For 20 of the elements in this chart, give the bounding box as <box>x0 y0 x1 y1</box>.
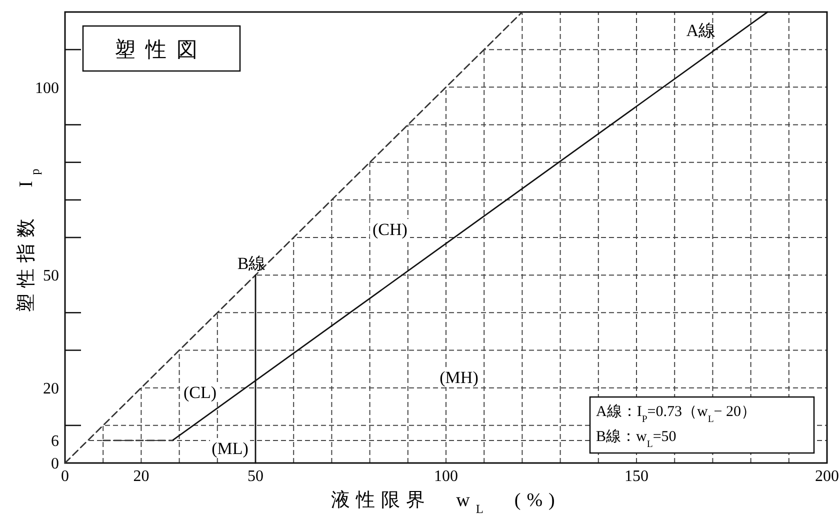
y-tick-label: 50 <box>43 268 59 285</box>
y-tick-label: 0 <box>51 456 59 473</box>
y-tick-label: 20 <box>43 380 59 398</box>
x-tick-label: 50 <box>248 468 264 485</box>
annotation: (CH) <box>372 220 408 239</box>
x-tick-label: 20 <box>133 468 150 485</box>
series-label: B線 <box>237 254 266 274</box>
text: 塑性図 <box>114 37 208 62</box>
x-tick-label: 100 <box>434 468 458 485</box>
annotation: B線：w$_{L}$=50 <box>596 429 676 450</box>
y-tick-label: 100 <box>35 80 59 97</box>
series-label: A線 <box>686 21 716 40</box>
annotation: (CL) <box>183 382 217 402</box>
annotation: (MH) <box>440 368 478 387</box>
x-tick-label: 200 <box>815 468 839 485</box>
annotation: (ML) <box>212 438 248 458</box>
annotation: A線：I$_{P}$=0.73（w$_{L}$− 20） <box>596 404 756 424</box>
x-tick-label: 150 <box>624 468 648 485</box>
text: 液性限界 w$_{L}$ (%) <box>331 490 561 514</box>
y-tick-label: 6 <box>51 433 59 450</box>
